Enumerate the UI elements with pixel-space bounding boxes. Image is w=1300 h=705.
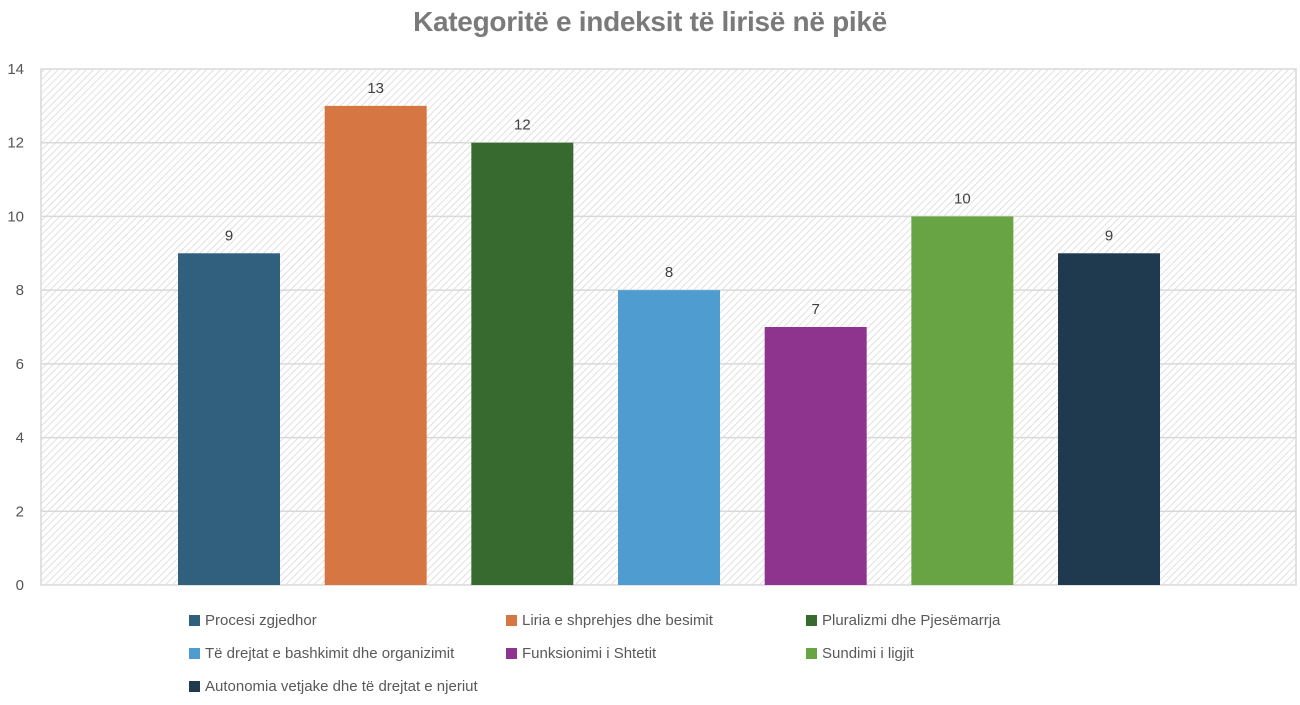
bar bbox=[178, 253, 280, 586]
legend-swatch bbox=[189, 648, 200, 659]
data-label: 9 bbox=[1105, 227, 1113, 244]
legend-item: Liria e shprehjes dhe besimit bbox=[506, 612, 713, 629]
data-label: 8 bbox=[665, 264, 673, 281]
legend-label: Liria e shprehjes dhe besimit bbox=[522, 612, 713, 629]
y-tick-label: 0 bbox=[16, 577, 24, 594]
legend-item: Sundimi i ligjit bbox=[806, 645, 914, 662]
data-labels: 9 13 12 8 7 10 9 bbox=[225, 80, 1113, 318]
chart-title: Kategoritë e indeksit të lirisë në pikë bbox=[413, 6, 887, 37]
legend-item: Pluralizmi dhe Pjesëmarrja bbox=[806, 612, 1000, 629]
legend-label: Procesi zgjedhor bbox=[205, 612, 317, 629]
bar bbox=[471, 142, 574, 585]
y-tick-label: 8 bbox=[16, 282, 24, 299]
y-tick-label: 14 bbox=[7, 61, 24, 78]
legend-swatch bbox=[189, 615, 200, 626]
data-label: 12 bbox=[514, 117, 531, 134]
legend-label: Pluralizmi dhe Pjesëmarrja bbox=[822, 612, 1001, 629]
y-tick-label: 12 bbox=[7, 135, 24, 152]
legend-label: Sundimi i ligjit bbox=[822, 645, 914, 662]
legend-swatch bbox=[806, 615, 817, 626]
legend-label: Funksionimi i Shtetit bbox=[522, 645, 657, 662]
data-label: 9 bbox=[225, 227, 233, 244]
data-label: 13 bbox=[367, 80, 384, 97]
legend-swatch bbox=[189, 681, 200, 692]
y-tick-label: 2 bbox=[16, 503, 24, 520]
bar bbox=[764, 327, 867, 585]
data-label: 10 bbox=[954, 190, 971, 207]
bar bbox=[618, 290, 721, 585]
y-tick-label: 6 bbox=[16, 356, 24, 373]
bar bbox=[911, 216, 1014, 585]
legend-label: Të drejtat e bashkimit dhe organizimit bbox=[205, 645, 455, 662]
legend-item: Funksionimi i Shtetit bbox=[506, 645, 656, 662]
y-tick-label: 10 bbox=[7, 208, 24, 225]
legend-item: Procesi zgjedhor bbox=[189, 612, 317, 629]
bar bbox=[1058, 253, 1161, 586]
legend-item: Të drejtat e bashkimit dhe organizimit bbox=[189, 645, 454, 662]
y-axis-ticks: 0 2 4 6 8 10 12 14 bbox=[7, 61, 24, 594]
bar bbox=[324, 105, 427, 585]
legend-item: Autonomia vetjake dhe të drejtat e njeri… bbox=[189, 678, 478, 695]
y-tick-label: 4 bbox=[16, 430, 24, 447]
legend-label: Autonomia vetjake dhe të drejtat e njeri… bbox=[205, 678, 478, 695]
bars bbox=[178, 105, 1161, 586]
legend-swatch bbox=[506, 615, 517, 626]
legend-swatch bbox=[806, 648, 817, 659]
data-label: 7 bbox=[812, 301, 820, 318]
legend-swatch bbox=[506, 648, 517, 659]
